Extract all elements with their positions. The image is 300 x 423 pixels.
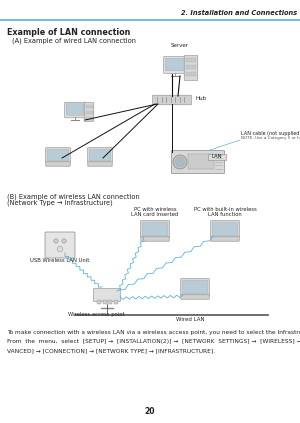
- FancyBboxPatch shape: [84, 103, 94, 121]
- Bar: [85, 117, 92, 121]
- Text: LAN function: LAN function: [208, 212, 242, 217]
- Bar: [188, 154, 214, 169]
- Text: LAN card inserted: LAN card inserted: [131, 212, 178, 217]
- Circle shape: [176, 157, 184, 167]
- FancyBboxPatch shape: [47, 149, 69, 161]
- Text: VANCED] → [CONNECTION] → [NETWORK TYPE] → [INFRASTRUCTURE].: VANCED] → [CONNECTION] → [NETWORK TYPE] …: [7, 348, 215, 353]
- FancyBboxPatch shape: [181, 295, 209, 299]
- FancyBboxPatch shape: [88, 148, 112, 162]
- FancyBboxPatch shape: [45, 232, 75, 258]
- FancyBboxPatch shape: [181, 279, 209, 295]
- Circle shape: [62, 239, 66, 243]
- Text: To make connection with a wireless LAN via a wireless access point, you need to : To make connection with a wireless LAN v…: [7, 330, 300, 335]
- Bar: [113, 300, 118, 304]
- Circle shape: [54, 239, 58, 243]
- Circle shape: [173, 155, 187, 169]
- Bar: [186, 58, 196, 63]
- FancyBboxPatch shape: [172, 151, 224, 173]
- FancyBboxPatch shape: [141, 221, 169, 237]
- Bar: [103, 300, 106, 304]
- Bar: [85, 105, 92, 109]
- Text: Hub: Hub: [195, 96, 206, 101]
- Text: LAN cable (not supplied): LAN cable (not supplied): [241, 131, 300, 136]
- FancyBboxPatch shape: [182, 280, 208, 294]
- Text: 2. Installation and Connections: 2. Installation and Connections: [181, 10, 297, 16]
- Text: From  the  menu,  select  [SETUP] →  [INSTALLATION(2)] →  [NETWORK  SETTINGS] → : From the menu, select [SETUP] → [INSTALL…: [7, 339, 300, 344]
- Text: NOTE: Use a Category 5 or higher LAN cable: NOTE: Use a Category 5 or higher LAN cab…: [241, 136, 300, 140]
- FancyBboxPatch shape: [153, 95, 191, 105]
- FancyBboxPatch shape: [165, 58, 185, 71]
- FancyBboxPatch shape: [211, 237, 239, 241]
- FancyBboxPatch shape: [211, 221, 239, 237]
- Text: PC with built-in wireless: PC with built-in wireless: [194, 207, 256, 212]
- FancyBboxPatch shape: [212, 222, 238, 236]
- FancyBboxPatch shape: [164, 57, 186, 73]
- Bar: [186, 65, 196, 69]
- Text: Example of LAN connection: Example of LAN connection: [7, 28, 130, 37]
- Text: 20: 20: [145, 407, 155, 416]
- FancyBboxPatch shape: [46, 148, 70, 162]
- Bar: [108, 300, 112, 304]
- FancyBboxPatch shape: [46, 162, 70, 166]
- Text: USB Wireless LAN Unit: USB Wireless LAN Unit: [30, 258, 90, 263]
- Text: Wired LAN: Wired LAN: [176, 317, 204, 322]
- FancyBboxPatch shape: [66, 104, 84, 115]
- FancyBboxPatch shape: [142, 222, 168, 236]
- Text: (B) Example of wireless LAN connection: (B) Example of wireless LAN connection: [7, 193, 140, 200]
- FancyBboxPatch shape: [184, 56, 198, 80]
- Text: Wireless access point: Wireless access point: [68, 312, 124, 317]
- Bar: [97, 300, 101, 304]
- Text: LAN: LAN: [212, 154, 222, 159]
- Text: PC with wireless: PC with wireless: [134, 207, 176, 212]
- Circle shape: [57, 246, 63, 252]
- FancyBboxPatch shape: [141, 237, 169, 241]
- Text: (A) Example of wired LAN connection: (A) Example of wired LAN connection: [12, 37, 136, 44]
- FancyBboxPatch shape: [89, 149, 111, 161]
- FancyBboxPatch shape: [94, 288, 121, 302]
- Text: Server: Server: [171, 43, 189, 48]
- FancyBboxPatch shape: [65, 102, 85, 118]
- FancyBboxPatch shape: [88, 162, 112, 166]
- Bar: [186, 72, 196, 77]
- Bar: [208, 154, 226, 160]
- Text: (Network Type → Infrastructure): (Network Type → Infrastructure): [7, 200, 113, 206]
- Bar: [85, 111, 92, 115]
